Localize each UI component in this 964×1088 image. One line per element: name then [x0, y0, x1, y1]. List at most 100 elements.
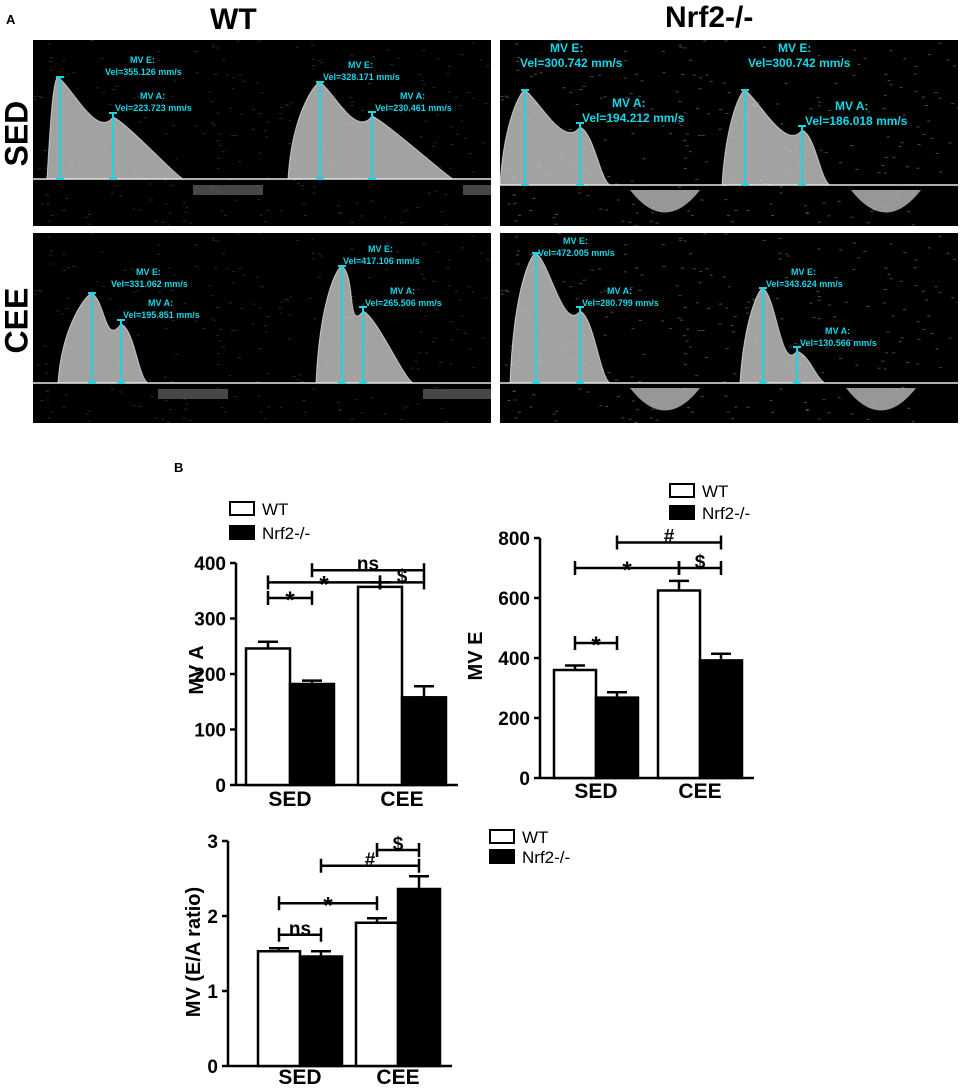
wt-bar-cee: [354, 921, 400, 1068]
mv-e-value: Vel=355.126 mm/s: [105, 67, 182, 77]
mv-e-value: Vel=343.624 mm/s: [766, 279, 843, 289]
y-tick-label: 200: [498, 709, 530, 730]
wt-bar-cee: [356, 585, 404, 787]
y-tick-label: 0: [519, 769, 530, 790]
reverse-flow: [423, 389, 491, 399]
doppler-envelope: [47, 77, 183, 179]
doppler-envelope: [500, 90, 610, 185]
wt-bar-cee: [656, 589, 702, 780]
legend-swatch: [489, 829, 515, 844]
legend-label: Nrf2-/-: [702, 504, 750, 523]
y-tick-label: 100: [194, 721, 226, 742]
doppler-envelope-edge: [500, 89, 612, 186]
nrf2-bar-sed: [594, 696, 640, 780]
mv-e-bar-chart: 0 200 400 600 800 MV E SED CEE * * $ # WT Nrf2-/-: [465, 482, 754, 803]
reverse-flow: [193, 185, 263, 195]
cee-row-title: CEE: [0, 287, 35, 354]
reverse-flow: [846, 388, 916, 411]
mv-e-value: Vel=300.742 mm/s: [748, 56, 851, 70]
mv-a-value: Vel=195.851 mm/s: [123, 310, 200, 320]
y-tick-label: 600: [498, 589, 530, 610]
y-tick-label: 0: [207, 1057, 218, 1078]
reverse-flow: [158, 389, 228, 399]
y-tick-label: 400: [498, 649, 530, 670]
reverse-flow: [463, 185, 491, 195]
significance-label: #: [664, 527, 675, 548]
nrf2-bar-sed: [288, 682, 336, 787]
significance-label: *: [285, 587, 295, 614]
doppler-envelope-edge: [287, 81, 455, 180]
mv-a-label: MV A:: [400, 91, 425, 101]
doppler-envelope-edge: [57, 292, 150, 384]
reverse-flow: [630, 388, 700, 411]
significance-label: #: [365, 850, 376, 871]
mv-e-label: MV E:: [778, 41, 811, 55]
y-tick-label: 1: [207, 982, 218, 1003]
significance-label: $: [397, 566, 408, 587]
x-category-label: CEE: [678, 780, 721, 803]
wt-column-title: WT: [210, 3, 257, 36]
mv-e-label: MV E:: [368, 244, 393, 254]
legend-label: Nrf2-/-: [262, 524, 310, 543]
mv-e-label: MV E:: [791, 267, 816, 277]
significance-label: *: [323, 892, 333, 919]
mv-a-value: Vel=186.018 mm/s: [805, 114, 908, 128]
nrf2-bar-cee: [698, 659, 744, 780]
mv-a-bar-chart: 0 100 200 300 400 MV A SED CEE * * $ ns WT Nrf2-/-: [186, 500, 458, 810]
doppler-envelope-edge: [739, 287, 827, 384]
mv-a-label: MV A:: [825, 326, 850, 336]
mv-e-value: Vel=472.005 mm/s: [538, 248, 615, 258]
doppler-envelope-edge: [46, 76, 185, 180]
mv-a-label: MV A:: [390, 286, 415, 296]
legend-label: WT: [522, 828, 548, 847]
mv-e-label: MV E:: [550, 41, 583, 55]
y-axis-label: MV A: [186, 645, 208, 694]
doppler-envelope: [740, 288, 825, 383]
echo-image-wt-sed: MV E: Vel=355.126 mm/s MV A: Vel=223.723 mm…: [33, 40, 491, 226]
reverse-flow: [851, 190, 921, 213]
y-tick-label: 2: [207, 907, 218, 928]
mv-a-label: MV A:: [612, 96, 646, 110]
mv-e-label: MV E:: [130, 55, 155, 65]
legend-swatch: [229, 525, 255, 540]
mv-a-label: MV A:: [835, 99, 869, 113]
legend-label: Nrf2-/-: [522, 848, 570, 867]
panel-b-label: B: [174, 460, 184, 475]
mv-a-label: MV A:: [140, 91, 165, 101]
sed-row-title: SED: [0, 100, 35, 167]
legend-swatch: [229, 501, 255, 516]
mv-a-value: Vel=223.723 mm/s: [115, 103, 192, 113]
doppler-envelope-edge: [315, 265, 415, 384]
mv-e-value: Vel=417.106 mm/s: [343, 256, 420, 266]
mv-e-value: Vel=300.742 mm/s: [520, 56, 623, 70]
panel-a-label: A: [6, 12, 16, 27]
echo-image-nrf2-cee: MV E: Vel=472.005 mm/s MV A: Vel=280.799 mm…: [500, 233, 958, 423]
mv-a-value: Vel=265.506 mm/s: [365, 298, 442, 308]
legend-swatch: [669, 483, 695, 498]
nrf2-bar-cee: [396, 887, 442, 1068]
echo-image-nrf2-sed: MV E:Vel=300.742 mm/sMV A:Vel=194.212 mm…: [500, 40, 958, 226]
y-tick-label: 200: [194, 665, 226, 686]
mv-a-value: Vel=194.212 mm/s: [582, 111, 685, 125]
legend-label: WT: [702, 482, 728, 501]
wt-bar-sed: [552, 668, 598, 780]
doppler-envelope: [288, 82, 453, 179]
nrf2-column-title: Nrf2-/-: [665, 1, 754, 34]
mv-a-label: MV A:: [607, 286, 632, 296]
significance-label: *: [319, 571, 329, 598]
mv-e-value: Vel=331.062 mm/s: [111, 279, 188, 289]
mv-a-label: MV A:: [148, 298, 173, 308]
doppler-envelope: [316, 266, 413, 383]
echo-image-wt-cee: MV E: Vel=331.062 mm/s MV A: Vel=195.851 mm…: [33, 233, 491, 423]
reverse-flow: [630, 190, 700, 213]
significance-label: *: [591, 632, 601, 659]
significance-label: ns: [289, 919, 311, 940]
mv-e-label: MV E:: [563, 236, 588, 246]
doppler-envelope: [58, 293, 148, 383]
mv-a-value: Vel=230.461 mm/s: [375, 103, 452, 113]
nrf2-bar-cee: [400, 696, 448, 787]
legend-swatch: [489, 849, 515, 864]
mv-e-value: Vel=328.171 mm/s: [323, 72, 400, 82]
wt-bar-sed: [256, 950, 302, 1068]
y-tick-label: 800: [498, 529, 530, 550]
